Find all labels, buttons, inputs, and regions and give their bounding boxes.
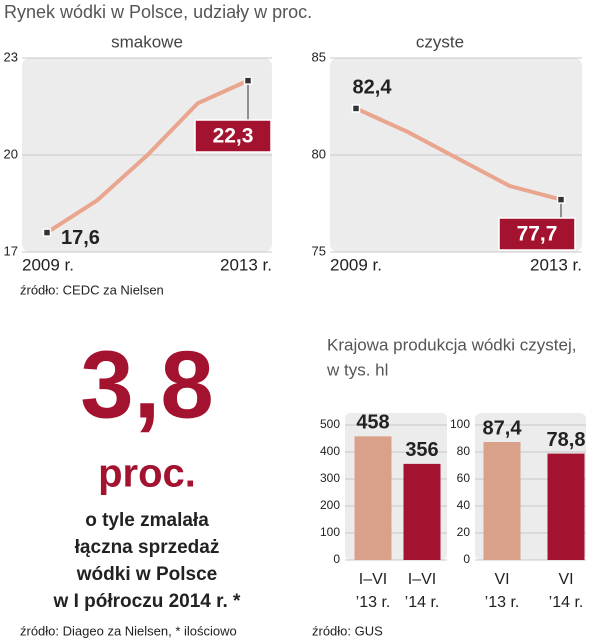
y-tick-label: 20 — [4, 146, 18, 161]
y-tick-label: 23 — [4, 49, 18, 64]
chart-title: smakowe — [111, 32, 183, 51]
x-tick-label: ’13 r. — [485, 594, 520, 611]
y-tick-label: 17 — [4, 243, 18, 258]
data-label: 17,6 — [61, 227, 100, 249]
y-tick-label: 85 — [312, 49, 326, 64]
x-tick-label: VI — [558, 571, 573, 588]
data-label: 356 — [405, 439, 438, 461]
subtitle: Krajowa produkcja wódki czystej, — [327, 335, 576, 354]
y-tick-label: 60 — [457, 471, 471, 485]
point-marker — [351, 104, 361, 113]
title: Rynek wódki w Polsce, udziały w proc. — [4, 2, 312, 22]
x-tick-label: VI — [494, 571, 509, 588]
bar — [483, 442, 521, 560]
big-number: 3,8 — [80, 331, 213, 438]
y-tick-label: 300 — [320, 471, 340, 485]
data-label: 82,4 — [353, 77, 393, 99]
chart-title: czyste — [416, 32, 464, 51]
y-tick-label: 500 — [320, 417, 340, 431]
x-tick-label: ’14 r. — [549, 594, 584, 611]
source: źródło: GUS — [312, 623, 383, 638]
x-tick-label: I–VI — [408, 571, 436, 588]
y-tick-label: 100 — [450, 417, 470, 431]
y-tick-label: 80 — [312, 146, 326, 161]
x-tick-label: 2009 r. — [330, 255, 382, 274]
big-unit: proc. — [98, 452, 196, 496]
callout-text: wódki w Polsce — [76, 564, 217, 585]
callout-text: w I półroczu 2014 r. * — [53, 591, 242, 612]
label-box — [194, 119, 272, 153]
y-tick-label: 80 — [457, 444, 471, 458]
x-tick-label: 2009 r. — [22, 255, 74, 274]
source: źródło: Diageo za Nielsen, * ilościowo — [20, 623, 237, 638]
data-label: 77,7 — [517, 223, 558, 246]
data-label: 22,3 — [213, 125, 254, 148]
y-tick-label: 0 — [333, 552, 340, 566]
y-tick-label: 200 — [320, 498, 340, 512]
line — [354, 106, 563, 202]
data-label: 87,4 — [483, 417, 523, 439]
label-box — [498, 217, 576, 251]
bar — [547, 453, 585, 560]
x-tick-label: I–VI — [359, 571, 387, 588]
y-tick-label: 400 — [320, 444, 340, 458]
callout-text: o tyle zmalała — [85, 510, 209, 531]
callout-text: łączna sprzedaż — [75, 537, 220, 558]
point-marker — [556, 195, 566, 204]
bar — [403, 463, 441, 560]
data-label: 78,8 — [547, 429, 586, 451]
y-tick-label: 75 — [312, 243, 326, 258]
source: źródło: CEDC za Nielsen — [20, 282, 164, 297]
x-tick-label: ’13 r. — [356, 594, 391, 611]
x-tick-label: 2013 r. — [530, 255, 582, 274]
bar — [354, 436, 392, 560]
subtitle: w tys. hl — [326, 360, 388, 379]
x-tick-label: ’14 r. — [405, 594, 440, 611]
line — [45, 78, 250, 235]
y-tick-label: 40 — [457, 498, 471, 512]
y-tick-label: 20 — [457, 525, 471, 539]
y-tick-label: 100 — [320, 525, 340, 539]
point-marker — [42, 228, 52, 237]
data-label: 458 — [356, 412, 389, 434]
x-tick-label: 2013 r. — [220, 255, 272, 274]
y-tick-label: 0 — [463, 552, 470, 566]
point-marker — [243, 76, 253, 85]
